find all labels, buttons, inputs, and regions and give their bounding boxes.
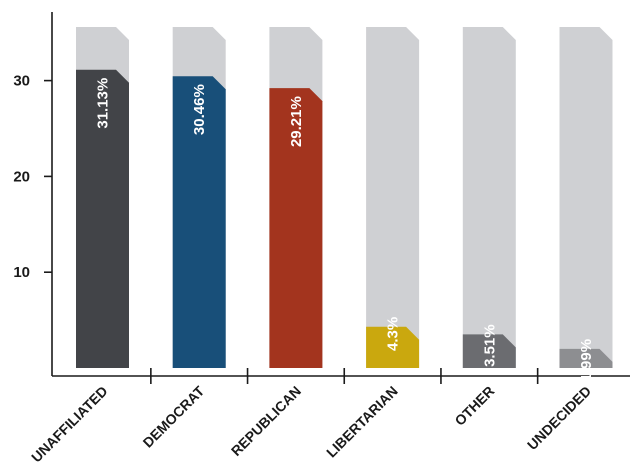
data-label: 31.13% [95, 78, 112, 129]
y-tick-label: 10 [13, 264, 30, 281]
background-bar [462, 27, 516, 368]
y-tick-label: 30 [13, 73, 30, 90]
data-label: 1.99% [578, 339, 595, 382]
category-label: LIBERTARIAN [323, 383, 401, 461]
data-label: 4.3% [385, 317, 402, 351]
value-bar [76, 69, 129, 368]
value-bar [172, 76, 226, 368]
category-label: REPUBLICAN [228, 383, 304, 459]
category-label: UNDECIDED [524, 383, 594, 453]
data-label: 3.51% [481, 324, 498, 367]
value-bar [366, 326, 420, 368]
background-bar [559, 27, 613, 368]
value-bar [462, 334, 516, 368]
category-label: DEMOCRAT [140, 382, 208, 450]
data-label: 29.21% [288, 96, 305, 147]
chart-bars [76, 27, 613, 368]
y-tick-label: 20 [13, 168, 30, 185]
data-label: 30.46% [191, 84, 208, 135]
chart-axes [44, 12, 630, 384]
category-label: OTHER [451, 383, 497, 429]
value-bar [559, 348, 613, 368]
background-bar [366, 27, 420, 368]
category-label: UNAFFILIATED [28, 383, 111, 466]
value-bar [269, 88, 323, 368]
